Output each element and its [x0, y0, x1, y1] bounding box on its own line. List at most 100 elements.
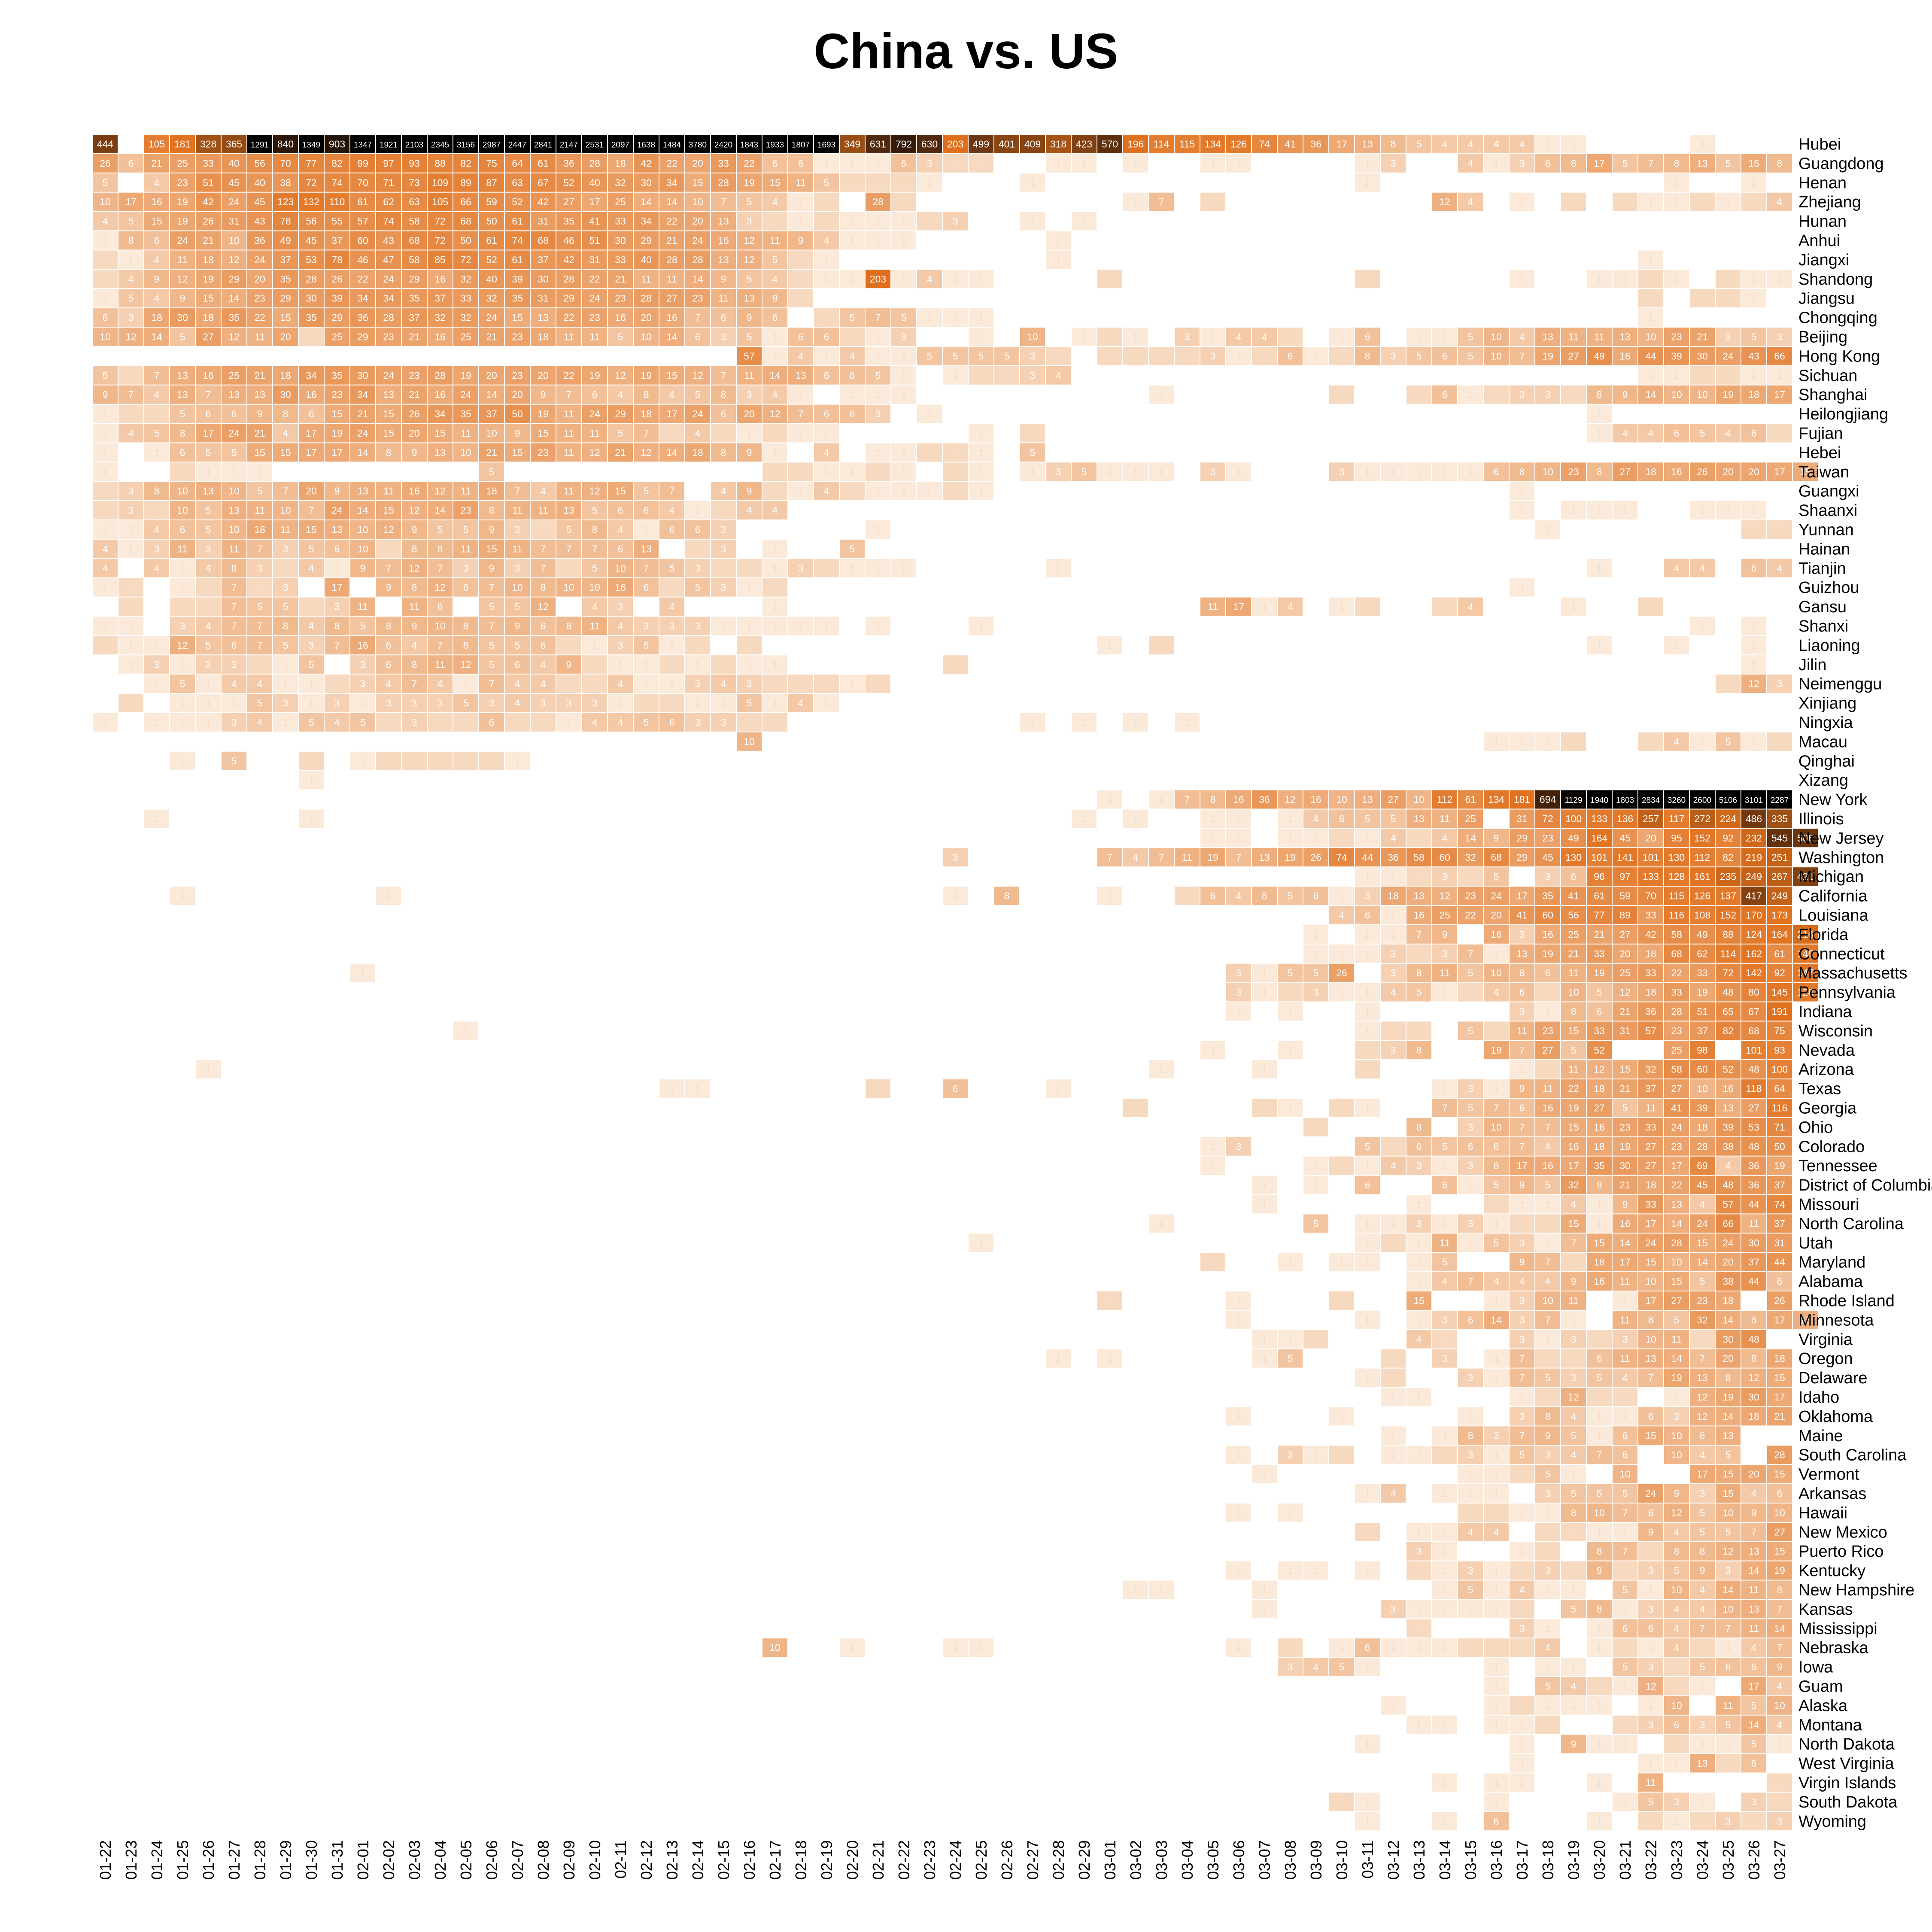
- heatmap-cell-label: 7: [1700, 1353, 1705, 1364]
- heatmap-cell-label: 4: [721, 678, 726, 690]
- heatmap-cell-label: 16: [1722, 1083, 1734, 1094]
- heatmap-cell-label: 5: [128, 293, 134, 304]
- row-label: Florida: [1798, 926, 1849, 944]
- heatmap-cell-label: 1: [1442, 1218, 1448, 1229]
- heatmap-cell-label: 74: [383, 216, 394, 227]
- heatmap-cell: [1741, 173, 1766, 192]
- heatmap-cell-label: 1: [1339, 1411, 1345, 1422]
- heatmap-cell: [1561, 328, 1586, 346]
- heatmap-cell-label: 3: [1391, 1045, 1396, 1056]
- heatmap-cell-label: 5: [206, 640, 211, 651]
- heatmap-cell-label: 13: [331, 524, 343, 535]
- heatmap-cell: [1510, 328, 1534, 346]
- heatmap-cell-label: 1: [1339, 1642, 1345, 1653]
- heatmap-cell-label: 3: [592, 698, 598, 709]
- heatmap-cell-label: 50: [512, 408, 523, 419]
- heatmap-cell-label: 5: [644, 486, 649, 497]
- heatmap-cell-label: 61: [512, 254, 523, 265]
- heatmap-cell-label: 1: [1494, 1662, 1499, 1673]
- heatmap-cell-label: 1: [850, 1642, 855, 1653]
- heatmap-cell: [118, 308, 143, 327]
- heatmap-cell-label: 1: [154, 813, 160, 824]
- heatmap-cell-label: 1: [180, 717, 185, 728]
- heatmap-cell: [402, 328, 427, 346]
- row-label: Texas: [1798, 1080, 1841, 1098]
- heatmap-cell-label: 12: [434, 486, 446, 497]
- heatmap-cell: [866, 308, 890, 327]
- heatmap-cell: [247, 250, 272, 269]
- heatmap-cell-label: 109: [432, 177, 448, 188]
- heatmap-cell-label: 48: [1722, 987, 1734, 998]
- heatmap-cell-label: 1: [1056, 1353, 1061, 1364]
- heatmap-cell-label: 7: [875, 312, 881, 323]
- heatmap-cell-label: 50: [486, 216, 497, 227]
- heatmap-cell-label: 112: [1437, 794, 1453, 805]
- heatmap-cell-label: 7: [541, 543, 546, 554]
- heatmap-cell-label: 9: [798, 235, 804, 246]
- heatmap-cell-label: 53: [1748, 1121, 1759, 1133]
- heatmap-cell-label: 2: [206, 601, 211, 612]
- heatmap-cell-label: 5: [1545, 1372, 1551, 1383]
- heatmap-cell-label: 20: [1619, 948, 1631, 959]
- heatmap-cell-label: 4: [412, 640, 417, 651]
- heatmap-cell: [453, 192, 478, 211]
- heatmap-cell: [1175, 135, 1200, 153]
- heatmap-cell-label: 2: [1725, 678, 1731, 690]
- heatmap-cell-label: 19: [1774, 1160, 1785, 1171]
- heatmap-cell: [866, 154, 890, 173]
- heatmap-cell: [325, 231, 349, 250]
- heatmap-cell-label: 11: [177, 543, 188, 554]
- heatmap-cell: [531, 250, 556, 269]
- column-label: 03-27: [1771, 1840, 1789, 1880]
- heatmap-cell-label: 25: [177, 158, 188, 169]
- heatmap-cell: [659, 135, 684, 153]
- heatmap-cell: [634, 212, 659, 231]
- column-label: 01-28: [251, 1840, 269, 1880]
- heatmap-cell-label: 4: [1674, 1642, 1680, 1653]
- heatmap-cell-label: 2: [1519, 1700, 1525, 1711]
- heatmap-cell-label: 1: [103, 717, 108, 728]
- heatmap-cell-label: 5: [1004, 350, 1010, 361]
- heatmap-cell-label: 2: [1751, 1816, 1757, 1827]
- column-label: 03-19: [1565, 1840, 1583, 1880]
- heatmap-cell: [1535, 328, 1560, 346]
- heatmap-cell-label: 14: [486, 389, 497, 400]
- heatmap-cell-label: 18: [538, 331, 549, 342]
- heatmap-cell-label: 8: [231, 562, 237, 574]
- heatmap-cell-label: 4: [695, 428, 701, 439]
- heatmap-cell-label: 45: [1697, 1179, 1708, 1191]
- heatmap-cell-label: 9: [103, 389, 108, 400]
- heatmap-cell-label: 4: [1519, 138, 1525, 149]
- heatmap-cell-label: 5: [747, 698, 752, 709]
- heatmap-cell: [144, 192, 169, 211]
- heatmap-cell-label: 16: [1413, 909, 1425, 920]
- heatmap-cell-label: 1: [1571, 1584, 1577, 1595]
- heatmap-cell-label: 1: [953, 312, 958, 323]
- heatmap-cell-label: 1: [953, 370, 958, 381]
- heatmap-cell-label: 17: [306, 428, 317, 439]
- heatmap-cell-label: 4: [515, 678, 520, 690]
- heatmap-cell: [659, 270, 684, 289]
- heatmap-cell-label: 30: [306, 293, 317, 304]
- heatmap-cell-label: 1: [1674, 370, 1680, 381]
- heatmap-cell-label: 24: [692, 408, 703, 419]
- heatmap-cell-label: 7: [489, 620, 495, 632]
- heatmap-cell: [428, 308, 453, 327]
- heatmap-cell-label: 2: [1107, 273, 1113, 285]
- heatmap-cell: [273, 289, 298, 308]
- heatmap-cell-label: 19: [1722, 389, 1734, 400]
- heatmap-cell-label: 12: [744, 254, 755, 265]
- heatmap-cell-label: 12: [228, 331, 240, 342]
- heatmap-cell-label: 15: [1748, 158, 1759, 169]
- heatmap-cell-label: 16: [1542, 1160, 1553, 1171]
- heatmap-cell-label: 14: [1619, 1237, 1631, 1249]
- heatmap-cell-label: 5: [1725, 1719, 1731, 1730]
- heatmap-cell-label: 19: [1594, 967, 1605, 978]
- heatmap-cell-label: 29: [409, 273, 420, 285]
- row-label: Ningxia: [1798, 714, 1853, 732]
- heatmap-cell: [453, 173, 478, 192]
- heatmap-cell-label: 4: [618, 717, 623, 728]
- heatmap-cell-label: 2841: [534, 140, 552, 149]
- heatmap-cell-label: 4: [154, 293, 160, 304]
- column-label: 02-20: [844, 1840, 861, 1880]
